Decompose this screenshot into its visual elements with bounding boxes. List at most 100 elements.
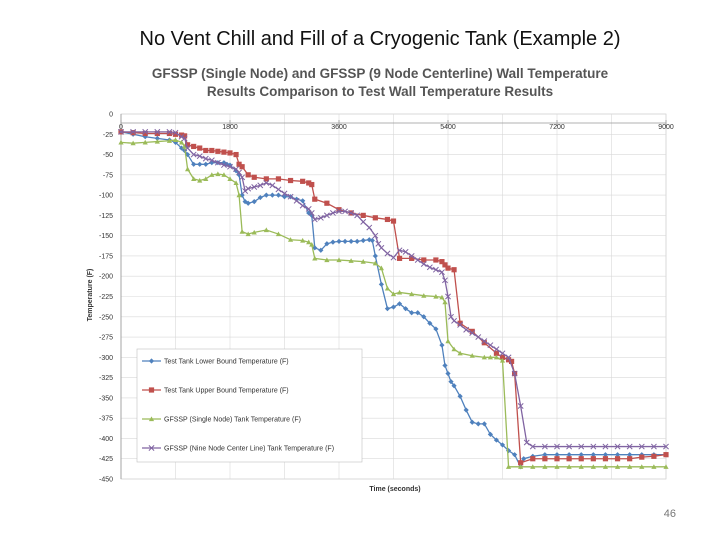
- chart-axes: 0 -25 -50 -75 -100 -125 -150 -175 -200 -225 -250 -2…: [99, 112, 674, 484]
- data-point: [309, 181, 315, 188]
- data-point: [639, 454, 645, 460]
- data-point: [651, 453, 657, 459]
- data-point: [578, 464, 584, 469]
- data-point: [438, 269, 445, 276]
- y-tick-label: -225: [99, 294, 113, 301]
- data-point: [627, 452, 633, 458]
- data-point: [602, 443, 609, 450]
- legend-swatch-marker: [148, 416, 155, 422]
- data-point: [317, 214, 324, 221]
- y-tick-label: -275: [99, 335, 113, 342]
- data-point: [181, 143, 188, 149]
- data-point: [627, 456, 633, 462]
- x-tick-label: 7200: [549, 124, 565, 131]
- data-point: [451, 267, 457, 273]
- data-point: [375, 240, 382, 247]
- y-tick-label: -175: [99, 253, 113, 260]
- data-point: [508, 358, 515, 364]
- x-tick-label: 3600: [331, 124, 347, 131]
- series-line: [120, 139, 666, 468]
- y-tick-label: 0: [109, 112, 113, 119]
- data-point: [530, 456, 536, 462]
- data-point: [487, 354, 493, 360]
- data-point: [403, 306, 409, 312]
- data-point: [639, 464, 645, 469]
- data-point: [269, 182, 276, 189]
- y-tick-label: -25: [103, 132, 113, 139]
- data-point: [427, 320, 433, 326]
- data-point: [590, 443, 597, 450]
- legend-swatch-marker: [148, 358, 155, 364]
- data-point: [487, 431, 493, 437]
- data-point: [369, 237, 375, 244]
- data-point: [185, 142, 191, 148]
- data-point: [245, 231, 251, 237]
- data-point: [402, 248, 409, 255]
- data-point: [372, 232, 379, 239]
- data-point: [554, 452, 560, 458]
- data-point: [542, 456, 548, 462]
- data-point: [275, 192, 282, 198]
- y-tick-label: -150: [99, 233, 113, 240]
- data-point: [311, 216, 318, 223]
- data-point: [208, 157, 215, 164]
- legend-swatch-marker: [148, 387, 155, 393]
- legend-entry: Test Tank Lower Bound Temperature (F): [142, 358, 289, 366]
- data-point: [590, 452, 596, 458]
- data-point: [233, 180, 239, 186]
- data-point: [457, 320, 463, 326]
- data-point: [384, 306, 391, 312]
- y-tick-label: -200: [99, 274, 113, 281]
- data-point: [384, 216, 391, 223]
- data-point: [614, 464, 621, 469]
- data-point: [481, 354, 487, 360]
- data-point: [306, 239, 312, 245]
- data-point: [451, 317, 458, 324]
- data-point: [130, 130, 136, 136]
- data-point: [342, 208, 349, 215]
- data-point: [442, 277, 448, 284]
- data-point: [448, 313, 454, 320]
- data-point: [130, 140, 136, 146]
- data-point: [378, 265, 384, 271]
- data-point: [181, 133, 188, 139]
- data-point: [312, 196, 318, 202]
- data-point: [566, 443, 573, 450]
- series-2: [118, 129, 669, 466]
- chart-title-line-2: Results Comparison to Test Wall Temperat…: [206, 84, 554, 99]
- data-point: [227, 150, 233, 156]
- data-point: [493, 437, 500, 443]
- data-point: [336, 238, 342, 244]
- data-point: [360, 212, 366, 218]
- data-point: [442, 299, 448, 305]
- data-point: [360, 237, 366, 244]
- slide-title: No Vent Chill and Fill of a Cryogenic Ta…: [139, 28, 621, 50]
- legend-label: Test Tank Lower Bound Temperature (F): [164, 359, 289, 366]
- y-tick-label: -75: [103, 172, 113, 179]
- data-point: [396, 255, 403, 261]
- data-point: [336, 207, 342, 213]
- data-point: [245, 172, 251, 178]
- data-point: [251, 184, 258, 190]
- data-point: [493, 350, 500, 356]
- y-tick-label: -325: [99, 375, 113, 382]
- data-point: [426, 264, 433, 271]
- data-point: [475, 334, 482, 341]
- data-point: [360, 259, 366, 264]
- data-point: [251, 174, 257, 180]
- data-point: [469, 353, 475, 358]
- y-tick-label: -300: [99, 355, 113, 362]
- data-point: [166, 128, 173, 135]
- data-point: [239, 229, 245, 234]
- data-point: [354, 212, 361, 219]
- data-point: [602, 452, 609, 458]
- data-point: [354, 238, 360, 244]
- legend-entry: GFSSP (Single Node) Tank Temperature (F): [142, 416, 301, 424]
- data-point: [287, 193, 294, 200]
- data-point: [439, 259, 445, 265]
- legend-entry: GFSSP (Nine Node Center Line) Tank Tempe…: [142, 445, 334, 453]
- y-tick-label: -125: [99, 213, 113, 220]
- data-point: [190, 151, 197, 158]
- data-point: [518, 464, 524, 469]
- data-point: [420, 261, 427, 268]
